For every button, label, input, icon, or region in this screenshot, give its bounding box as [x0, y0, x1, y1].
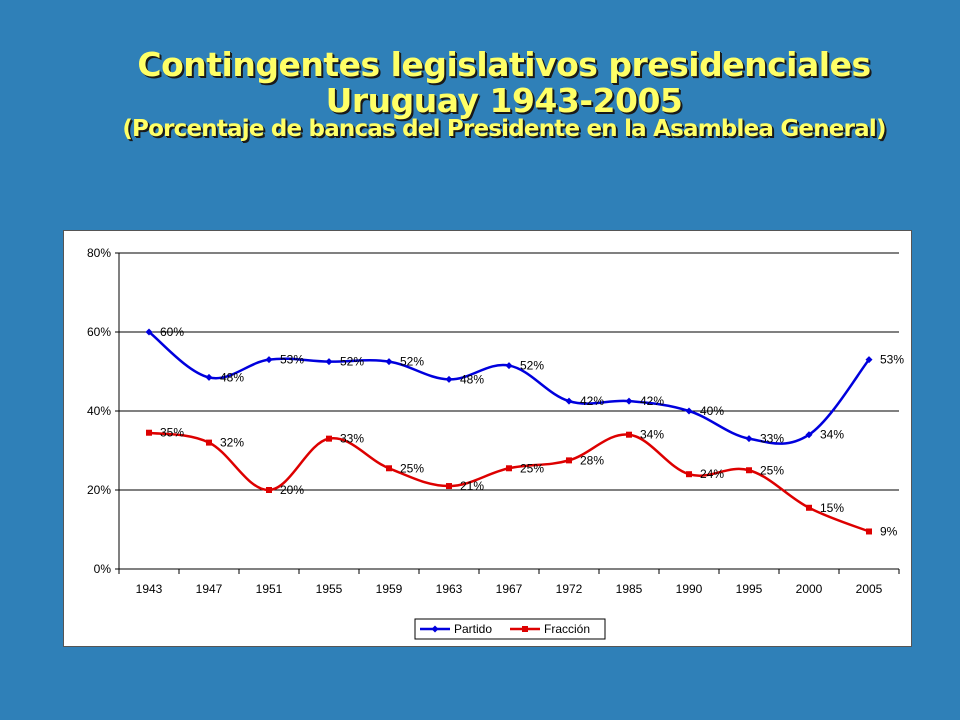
data-point-partido	[145, 328, 153, 336]
data-point-partido	[505, 362, 513, 370]
data-point-fraccin	[206, 439, 212, 446]
data-label-partido: 52%	[400, 355, 424, 369]
data-point-fraccin	[266, 487, 272, 493]
legend-marker-fraccin	[522, 626, 528, 632]
data-label-partido: 53%	[880, 353, 904, 367]
data-label-fraccin: 33%	[340, 432, 364, 446]
data-label-partido: 42%	[640, 394, 664, 408]
title-line-3: (Porcentaje de bancas del Presidente en …	[122, 116, 886, 142]
x-tick-label: 1959	[376, 582, 403, 596]
y-tick-label: 0%	[94, 562, 112, 576]
title-line-1: Contingentes legislativos presidenciales	[137, 45, 871, 84]
title-line-2: Uruguay 1943-2005	[325, 81, 683, 120]
data-label-fraccin: 25%	[520, 461, 544, 475]
y-tick-label: 40%	[87, 404, 111, 418]
data-point-fraccin	[806, 504, 812, 511]
data-label-partido: 52%	[520, 359, 544, 373]
data-point-partido	[265, 356, 273, 364]
y-tick-label: 60%	[87, 325, 111, 339]
x-tick-label: 1985	[616, 582, 643, 596]
data-label-fraccin: 35%	[160, 426, 184, 440]
data-label-partido: 33%	[760, 432, 784, 446]
data-label-partido: 40%	[700, 404, 724, 418]
data-point-partido	[625, 397, 633, 405]
data-label-fraccin: 9%	[880, 524, 898, 538]
x-tick-label: 1990	[676, 582, 703, 596]
slide-title: Contingentes legislativos presidenciales…	[0, 48, 960, 141]
data-label-partido: 52%	[340, 355, 364, 369]
data-point-partido	[745, 435, 753, 443]
data-point-fraccin	[866, 528, 872, 535]
data-label-fraccin: 21%	[460, 479, 484, 493]
data-point-fraccin	[326, 435, 332, 442]
x-tick-label: 1951	[256, 582, 283, 596]
data-point-fraccin	[446, 483, 452, 490]
data-point-fraccin	[686, 471, 692, 478]
data-label-fraccin: 24%	[700, 467, 724, 481]
data-label-fraccin: 25%	[400, 461, 424, 475]
y-tick-label: 80%	[87, 246, 111, 260]
data-label-fraccin: 34%	[640, 428, 664, 442]
data-point-fraccin	[146, 429, 152, 436]
x-tick-label: 2000	[796, 582, 823, 596]
data-point-fraccin	[386, 465, 392, 472]
data-point-partido	[205, 373, 213, 381]
data-point-partido	[685, 407, 693, 415]
data-point-partido	[385, 358, 393, 366]
data-label-fraccin: 32%	[220, 436, 244, 450]
legend-label-fraccin: Fracción	[544, 622, 590, 636]
x-tick-label: 1995	[736, 582, 763, 596]
x-tick-label: 1967	[496, 582, 523, 596]
x-tick-label: 2005	[856, 582, 883, 596]
data-label-partido: 34%	[820, 428, 844, 442]
data-label-partido: 53%	[280, 353, 304, 367]
data-label-fraccin: 20%	[280, 483, 304, 497]
legend-marker-partido	[431, 625, 439, 633]
data-label-partido: 60%	[160, 325, 184, 339]
data-label-fraccin: 15%	[820, 501, 844, 515]
data-point-partido	[565, 397, 573, 405]
x-tick-label: 1963	[436, 582, 463, 596]
data-point-fraccin	[566, 457, 572, 464]
data-point-fraccin	[506, 465, 512, 472]
data-label-partido: 48%	[220, 370, 244, 384]
legend-label-partido: Partido	[454, 622, 492, 636]
data-label-partido: 42%	[580, 394, 604, 408]
data-label-fraccin: 28%	[580, 453, 604, 467]
data-point-partido	[445, 375, 453, 383]
line-chart: 0% 20% 40% 60% 80% 1943 1947 1951 1955 1959 1963 19…	[87, 246, 904, 640]
data-label-fraccin: 25%	[760, 463, 784, 477]
data-point-partido	[805, 431, 813, 439]
x-tick-label: 1943	[136, 582, 163, 596]
x-tick-label: 1955	[316, 582, 343, 596]
y-tick-label: 20%	[87, 483, 111, 497]
x-tick-label: 1972	[556, 582, 583, 596]
data-point-partido	[325, 358, 333, 366]
data-label-partido: 48%	[460, 372, 484, 386]
data-point-fraccin	[746, 467, 752, 474]
series-line-partido	[148, 331, 870, 445]
data-point-partido	[865, 356, 873, 364]
series-line-fraccin	[148, 431, 870, 533]
data-point-fraccin	[626, 431, 632, 438]
x-tick-label: 1947	[196, 582, 223, 596]
chart-area: 0% 20% 40% 60% 80% 1943 1947 1951 1955 1959 1963 19…	[63, 230, 912, 647]
